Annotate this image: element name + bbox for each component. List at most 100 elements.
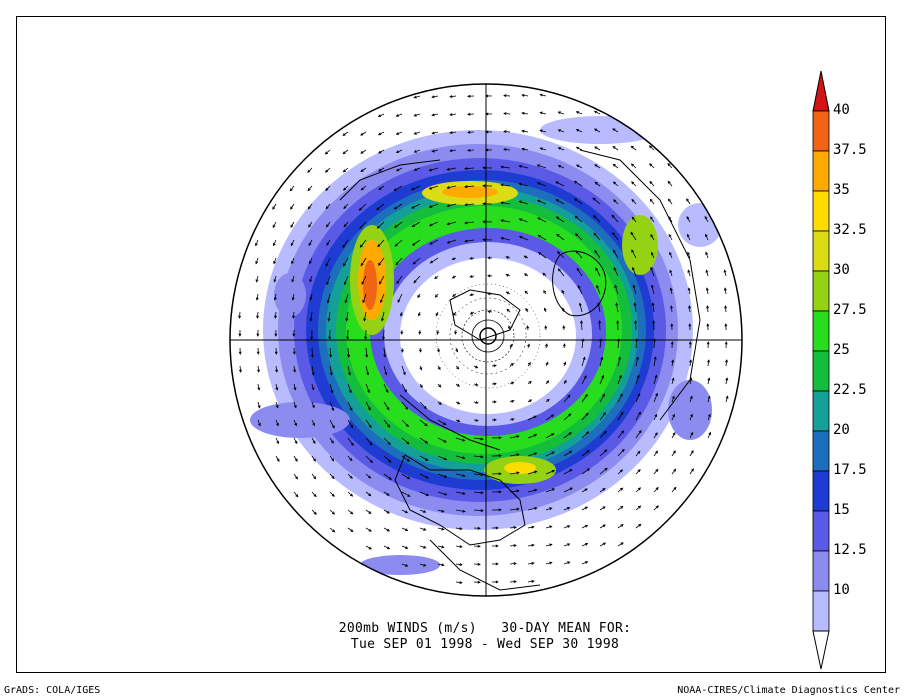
wind-vector bbox=[290, 203, 295, 210]
wind-vector bbox=[540, 130, 547, 133]
wind-vector bbox=[545, 470, 555, 475]
wind-vector bbox=[292, 293, 295, 300]
wind-vector-head bbox=[592, 197, 596, 201]
wind-vector bbox=[545, 433, 554, 439]
wind-vector bbox=[274, 311, 277, 319]
wind-vector bbox=[383, 437, 391, 445]
wind-vector-head bbox=[672, 450, 676, 454]
wind-vector bbox=[707, 360, 710, 367]
wind-vector bbox=[311, 401, 315, 408]
wind-vector bbox=[599, 320, 601, 331]
wind-vector bbox=[467, 149, 475, 151]
wind-vector bbox=[653, 469, 659, 475]
wind-vector bbox=[380, 293, 385, 303]
wind-vector bbox=[558, 165, 565, 169]
wind-vector bbox=[613, 181, 619, 187]
wind-vector-head bbox=[621, 448, 625, 452]
wind-vector-head bbox=[477, 580, 481, 584]
wind-vector-head bbox=[326, 242, 330, 246]
wind-vector-head bbox=[638, 523, 642, 527]
wind-vector bbox=[257, 383, 260, 390]
wind-vector bbox=[401, 509, 408, 514]
wind-vector-head bbox=[495, 526, 499, 530]
wind-vector bbox=[503, 131, 511, 133]
wind-vector-head bbox=[521, 93, 525, 97]
wind-vector-head bbox=[469, 256, 473, 260]
wind-vector bbox=[419, 491, 429, 496]
wind-vector bbox=[650, 216, 655, 223]
wind-vector-head bbox=[343, 281, 347, 286]
wind-vector bbox=[527, 526, 534, 529]
wind-vector bbox=[450, 113, 457, 116]
wind-vector-head bbox=[516, 507, 520, 511]
wind-vector-head bbox=[387, 424, 391, 428]
wind-vector bbox=[649, 199, 655, 205]
wind-vector bbox=[689, 450, 694, 457]
wind-vector bbox=[291, 257, 295, 264]
wind-vector bbox=[311, 365, 314, 375]
wind-vector bbox=[396, 131, 403, 135]
wind-vector-head bbox=[602, 393, 606, 397]
wind-vector bbox=[329, 419, 335, 429]
wind-vector bbox=[725, 396, 728, 403]
wind-vector-head bbox=[537, 234, 541, 238]
wind-vector bbox=[724, 288, 727, 295]
wind-vector bbox=[383, 347, 386, 357]
wind-vector-head bbox=[612, 181, 616, 185]
wind-vector-head bbox=[544, 343, 548, 347]
wind-vector-head bbox=[557, 268, 561, 272]
wind-vector bbox=[522, 94, 529, 97]
wind-vector-head bbox=[364, 336, 368, 340]
wind-vector-head bbox=[307, 169, 311, 173]
wind-vector-head bbox=[725, 377, 729, 381]
wind-vector bbox=[527, 471, 537, 475]
wind-vector-head bbox=[310, 336, 314, 340]
wind-vector bbox=[291, 275, 295, 282]
colorbar-label: 35 bbox=[833, 182, 850, 198]
wind-vector bbox=[293, 401, 297, 408]
wind-vector-head bbox=[705, 287, 709, 291]
wind-vector-head bbox=[724, 323, 728, 327]
wind-vector-head bbox=[539, 93, 543, 97]
wind-vector-head bbox=[630, 145, 634, 149]
wind-vector-head bbox=[395, 114, 399, 117]
wind-vector bbox=[617, 542, 624, 547]
wind-vector bbox=[653, 450, 658, 457]
wind-vector-head bbox=[393, 188, 397, 191]
wind-vector bbox=[447, 203, 457, 207]
wind-vector bbox=[419, 437, 428, 444]
wind-vector-head bbox=[569, 450, 573, 454]
wind-vector bbox=[274, 275, 277, 282]
wind-vector-head bbox=[428, 205, 433, 208]
wind-vector-head bbox=[457, 401, 461, 405]
wind-vector-head bbox=[602, 487, 606, 491]
wind-vector-head bbox=[456, 383, 461, 387]
wind-vector bbox=[617, 430, 624, 439]
wind-vector bbox=[540, 112, 547, 115]
wind-vector-head bbox=[546, 380, 550, 384]
wind-vector bbox=[576, 268, 583, 277]
wind-vector-head bbox=[380, 299, 383, 304]
wind-vector-head bbox=[475, 418, 479, 422]
wind-vector bbox=[343, 257, 349, 267]
wind-vector bbox=[545, 562, 552, 565]
wind-vector-head bbox=[503, 94, 507, 98]
wind-vector-head bbox=[528, 399, 533, 403]
wind-vector bbox=[671, 432, 676, 439]
wind-vector bbox=[360, 131, 367, 136]
wind-vector-head bbox=[342, 133, 346, 136]
wind-vector-head bbox=[585, 561, 589, 564]
wind-vector bbox=[413, 275, 421, 283]
wind-vector bbox=[558, 129, 565, 133]
wind-vector bbox=[632, 267, 637, 277]
wind-vector-head bbox=[723, 287, 727, 291]
jet-max-south-core bbox=[504, 462, 536, 474]
wind-vector bbox=[365, 455, 373, 463]
wind-vector-head bbox=[493, 400, 497, 404]
wind-vector bbox=[707, 378, 710, 385]
wind-vector bbox=[414, 95, 421, 98]
wind-vector-head bbox=[402, 371, 406, 376]
wind-vector-head bbox=[405, 546, 409, 549]
wind-vector bbox=[635, 487, 641, 493]
wind-vector bbox=[612, 232, 619, 241]
